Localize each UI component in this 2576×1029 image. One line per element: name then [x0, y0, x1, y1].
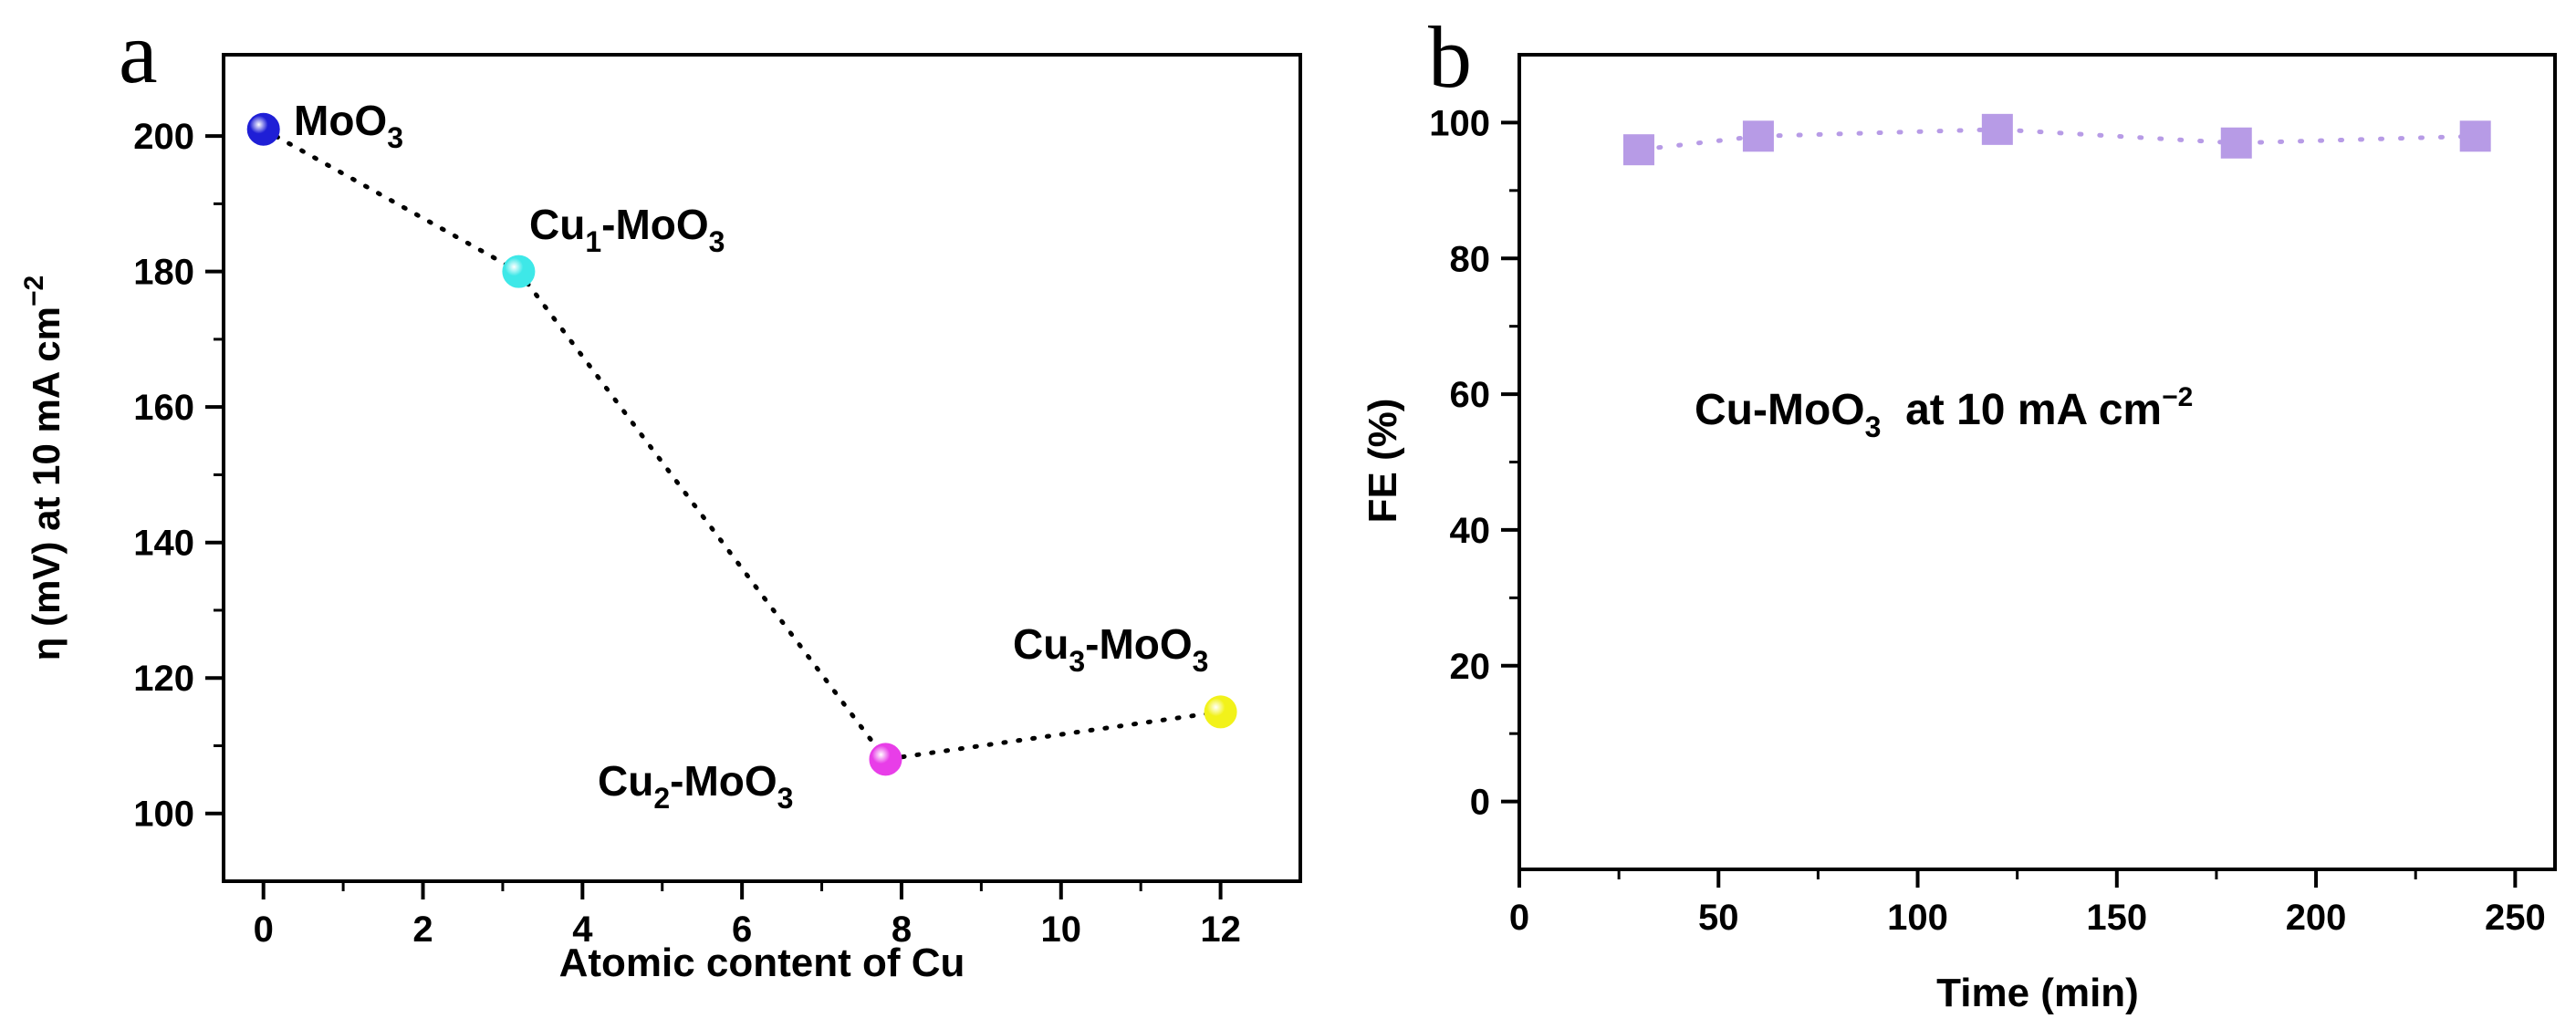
panel-b-points [1622, 113, 2491, 166]
panel-a-x-ticks: 0 2 4 6 8 10 12 [254, 881, 1241, 950]
fe-point-2 [1981, 113, 2013, 145]
a-x-tick-label: 2 [412, 909, 433, 950]
b-y-tick-label: 100 [1429, 103, 1490, 143]
b-x-tick-label: 100 [1887, 898, 1948, 938]
panel-b-annotation: Cu-MoO3 at 10 mA cm−2 [1695, 382, 2193, 443]
a-x-tick-label: 0 [254, 909, 274, 950]
a-x-tick-label: 6 [732, 909, 752, 950]
a-x-tick-label: 12 [1200, 909, 1241, 950]
data-point-1 [502, 255, 536, 288]
panel-b-x-ticks: 0 50 100 150 200 250 [1509, 869, 2546, 938]
b-y-tick-label: 60 [1450, 375, 1491, 415]
panel-b: b 0 50 100 150 200 250 0 20 40 60 80 100 Cu-MoO3 a… [1361, 8, 2557, 1015]
panel-a-letter: a [119, 4, 158, 101]
panel-b-y-axis-label: FE (%) [1361, 399, 1405, 524]
b-y-tick-label: 0 [1470, 783, 1490, 823]
a-x-tick-label: 8 [892, 909, 912, 950]
b-y-tick-label: 80 [1450, 239, 1491, 279]
panel-a-plot-frame [222, 53, 1302, 883]
fe-point-3 [2220, 127, 2252, 159]
panel-a-y-ticks: 100 120 140 160 180 200 [133, 117, 224, 835]
b-x-tick-label: 250 [2485, 898, 2546, 938]
data-point-2 [869, 743, 902, 776]
data-point-3 [1204, 695, 1237, 729]
b-x-tick-label: 50 [1698, 898, 1739, 938]
panel-a-x-axis-label: Atomic content of Cu [559, 941, 965, 985]
b-y-tick-label: 20 [1450, 647, 1491, 687]
a-y-tick-label: 200 [133, 117, 194, 157]
panel-b-letter: b [1428, 8, 1472, 106]
b-x-tick-label: 0 [1509, 898, 1529, 938]
panel-b-y-ticks: 0 20 40 60 80 100 [1429, 103, 1519, 823]
fe-point-1 [1742, 120, 1774, 152]
b-x-tick-label: 200 [2286, 898, 2347, 938]
panel-a-dotted-line [261, 127, 1224, 763]
panel-a-points [246, 112, 1237, 776]
label-cu1-moo3: Cu1-MoO3 [529, 201, 725, 258]
a-y-tick-label: 180 [133, 253, 194, 293]
a-x-tick-label: 10 [1041, 909, 1082, 950]
data-point-0 [246, 112, 280, 146]
a-y-tick-label: 140 [133, 524, 194, 564]
panel-b-plot-frame [1517, 53, 2557, 871]
a-x-tick-label: 4 [572, 909, 593, 950]
a-y-tick-label: 160 [133, 388, 194, 428]
a-y-tick-label: 100 [133, 795, 194, 835]
label-cu3-moo3: Cu3-MoO3 [1013, 620, 1208, 678]
panel-a: a 0 2 4 6 8 10 12 100 120 140 160 180 200 MoO3 Cu1-… [19, 4, 1302, 985]
label-cu2-moo3: Cu2-MoO3 [598, 757, 793, 815]
b-y-tick-label: 40 [1450, 511, 1491, 551]
a-y-tick-label: 120 [133, 659, 194, 699]
fe-point-4 [2459, 120, 2491, 152]
panel-a-y-axis-label: η (mV) at 10 mA cm−2 [19, 275, 68, 660]
b-x-tick-label: 150 [2086, 898, 2147, 938]
fe-point-0 [1622, 134, 1654, 166]
label-moo3: MoO3 [294, 97, 403, 154]
panel-b-x-axis-label: Time (min) [1936, 971, 2139, 1015]
